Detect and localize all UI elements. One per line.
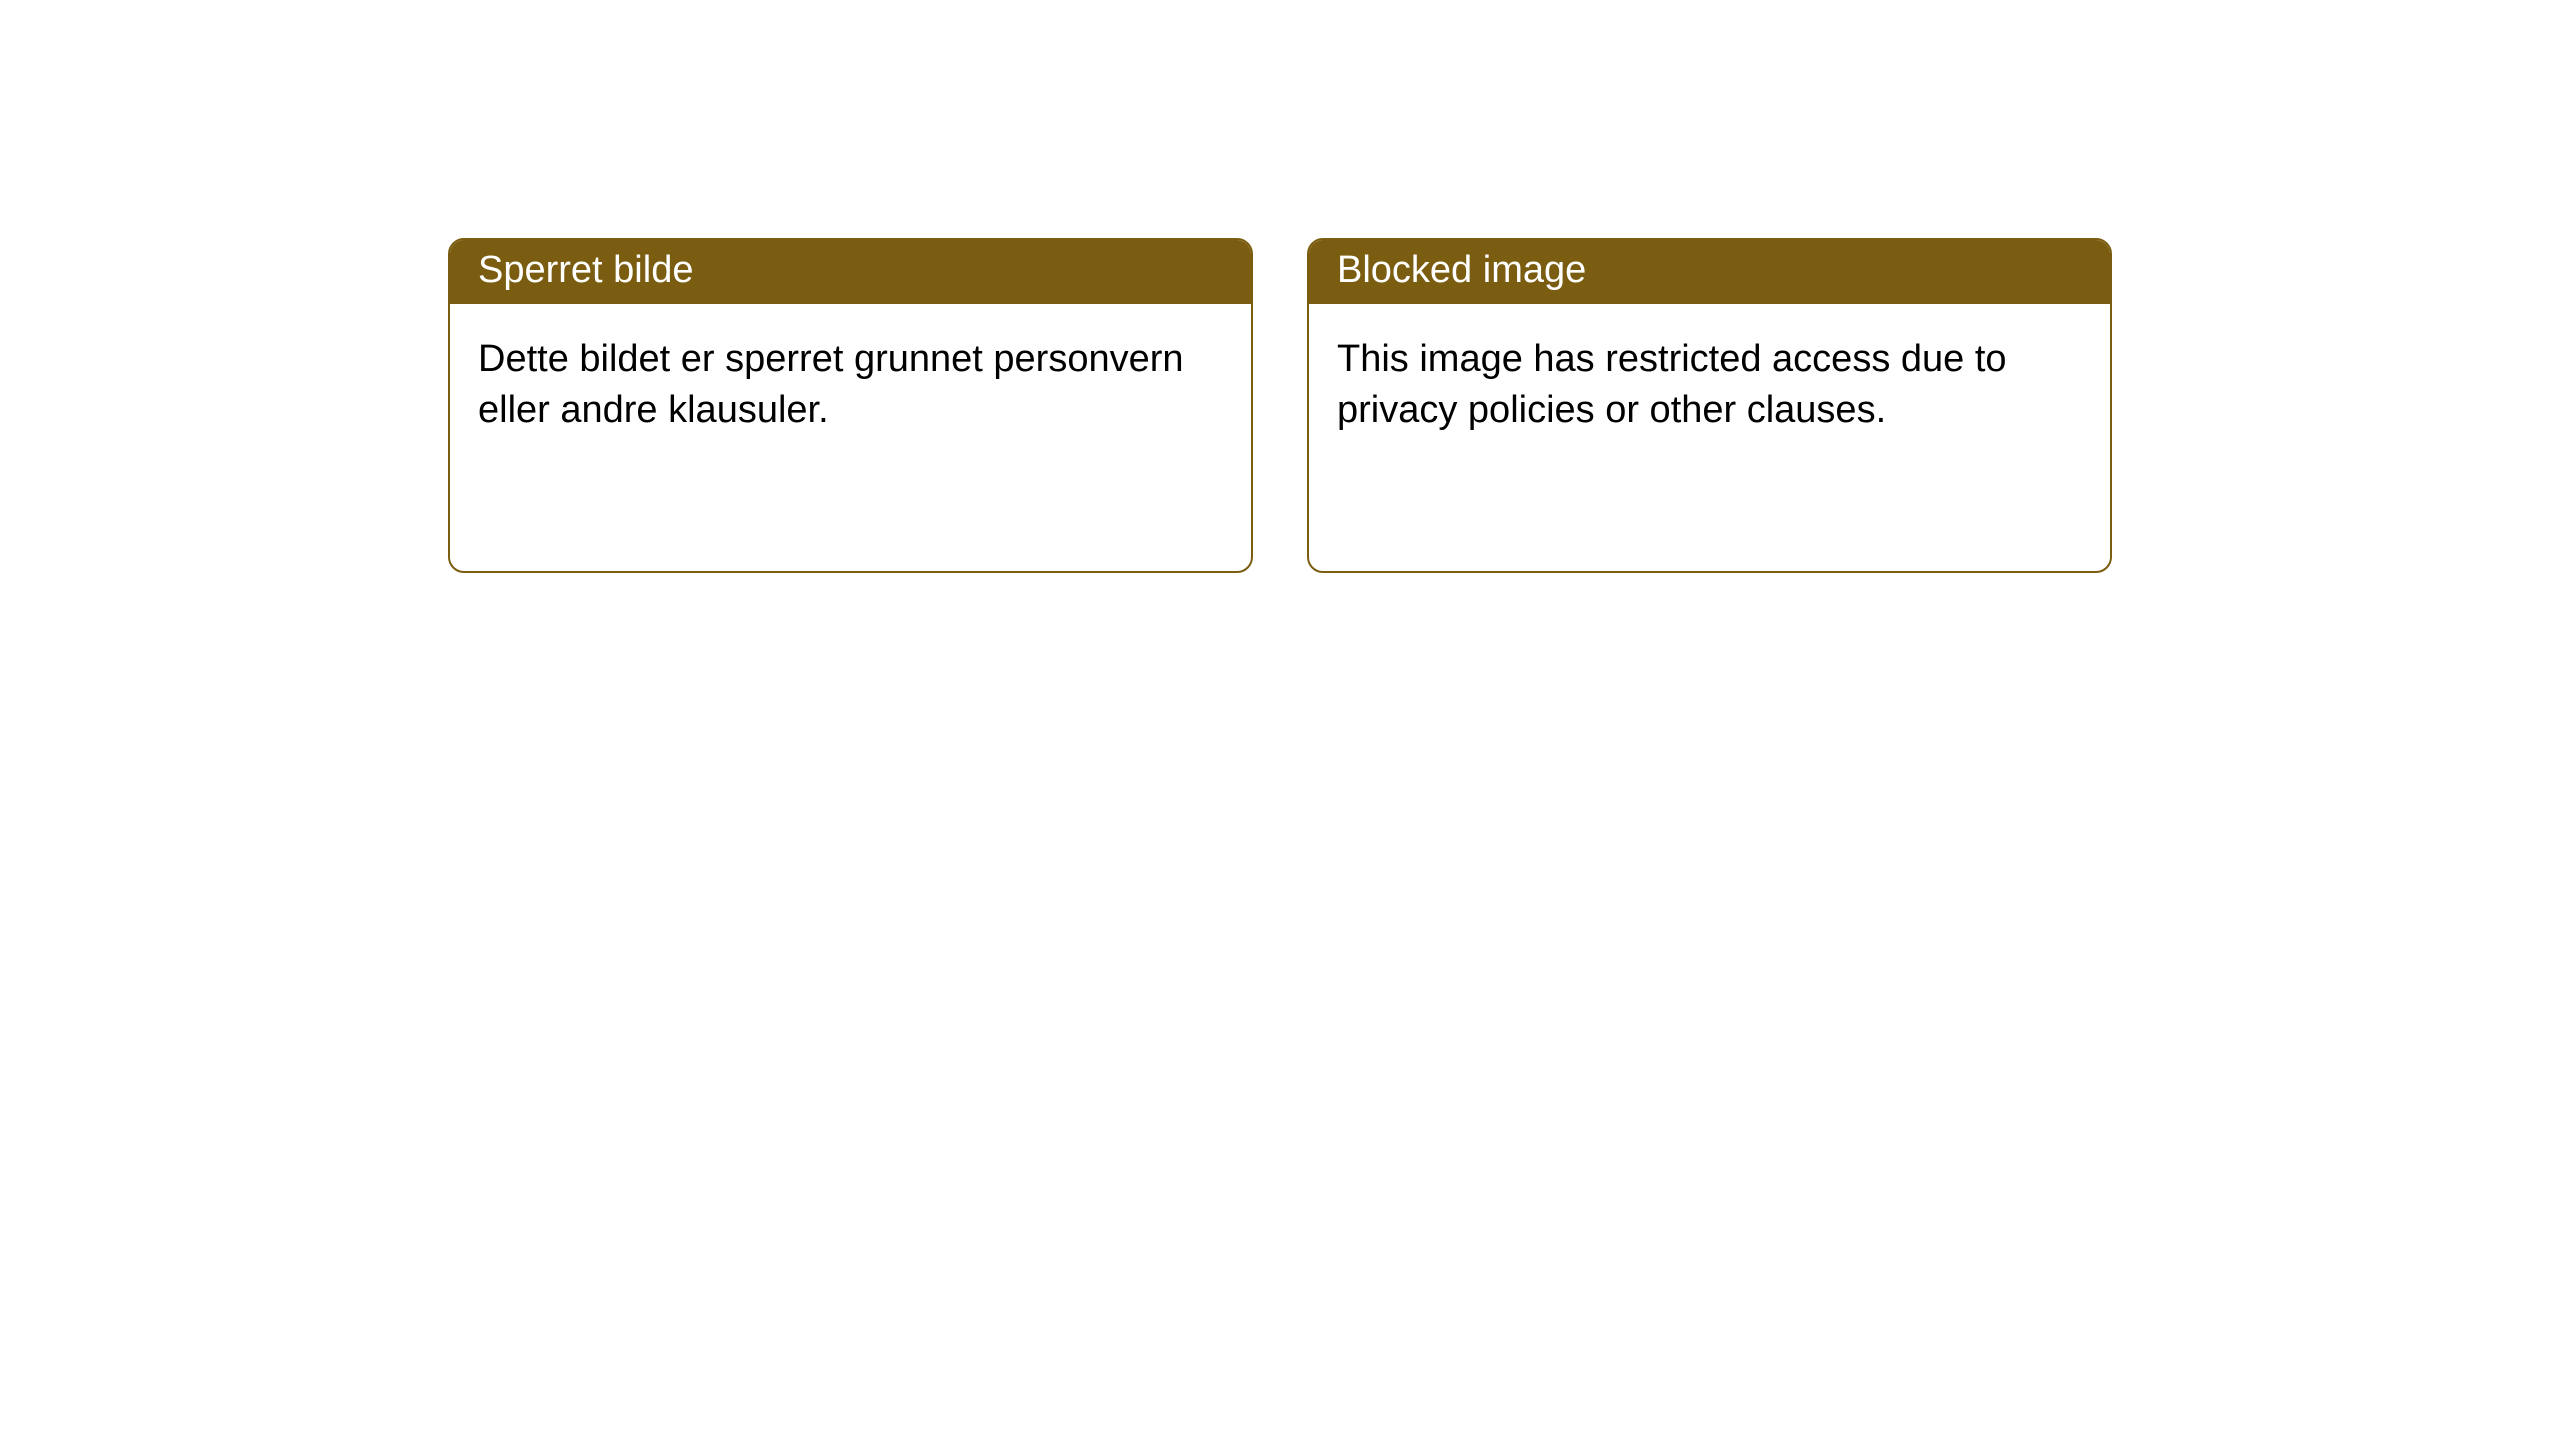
notice-container: Sperret bilde Dette bildet er sperret gr…	[0, 0, 2560, 573]
notice-header: Sperret bilde	[450, 240, 1251, 304]
notice-header: Blocked image	[1309, 240, 2110, 304]
notice-card-norwegian: Sperret bilde Dette bildet er sperret gr…	[448, 238, 1253, 573]
notice-body: Dette bildet er sperret grunnet personve…	[450, 304, 1251, 467]
notice-body: This image has restricted access due to …	[1309, 304, 2110, 467]
notice-card-english: Blocked image This image has restricted …	[1307, 238, 2112, 573]
